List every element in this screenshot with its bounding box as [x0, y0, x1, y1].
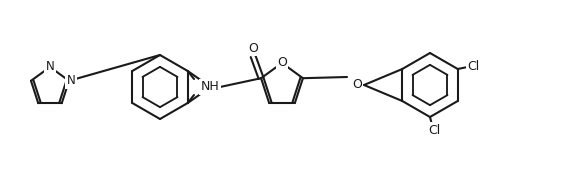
Text: N: N [67, 74, 75, 87]
Text: O: O [248, 42, 258, 55]
Text: O: O [352, 78, 362, 91]
Text: O: O [277, 55, 287, 68]
Text: NH: NH [201, 80, 219, 93]
Text: Cl: Cl [428, 124, 440, 137]
Text: N: N [46, 59, 54, 73]
Text: Cl: Cl [468, 59, 480, 73]
